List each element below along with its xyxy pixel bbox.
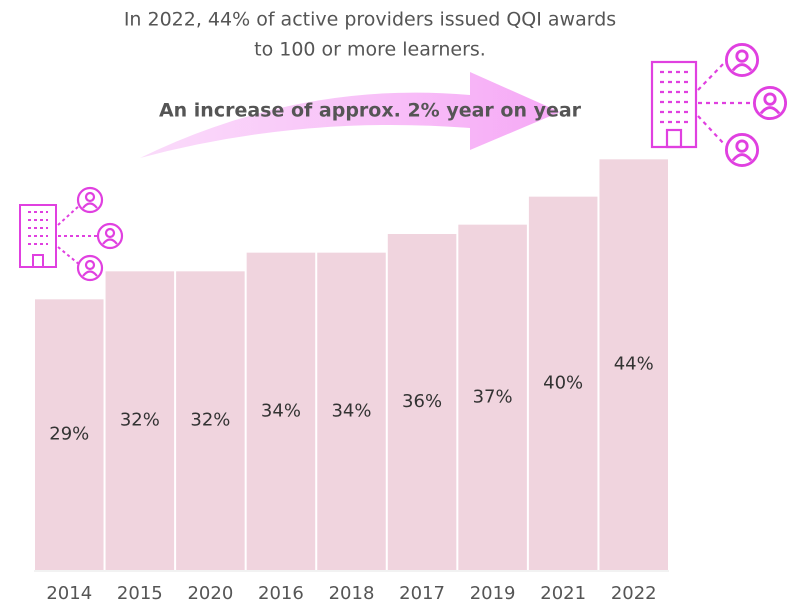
value-label: 29% [49,424,89,445]
x-tick-label: 2019 [470,583,516,604]
bar [387,234,457,570]
icon-left [19,186,124,282]
x-tick-label: 2015 [117,583,163,604]
x-tick-label: 2014 [46,583,92,604]
value-label: 36% [402,391,442,412]
bar [528,196,598,570]
icon-right [650,42,787,168]
annotation: An increase of approx. 2% year on year [159,100,582,122]
bar [105,271,175,570]
bar [599,159,668,571]
x-tick-label: 2021 [540,583,586,604]
value-label: 34% [331,400,371,421]
x-tick-label: 2020 [187,583,233,604]
value-label: 44% [614,354,654,375]
value-label: 34% [261,400,301,421]
bar [35,299,104,570]
chart-title: In 2022, 44% of active providers issued … [124,9,616,31]
value-label: 32% [120,410,160,431]
bar [317,252,386,570]
value-label: 37% [473,386,513,407]
value-label: 40% [543,372,583,393]
x-tick-label: 2018 [329,583,375,604]
bar [176,271,245,570]
x-tick-label: 2016 [258,583,304,604]
bar [246,252,316,570]
chart-title: to 100 or more learners. [254,39,486,61]
value-label: 32% [190,410,230,431]
bar [458,224,527,570]
x-tick-label: 2017 [399,583,445,604]
x-tick-label: 2022 [611,583,657,604]
arrow [140,72,560,158]
